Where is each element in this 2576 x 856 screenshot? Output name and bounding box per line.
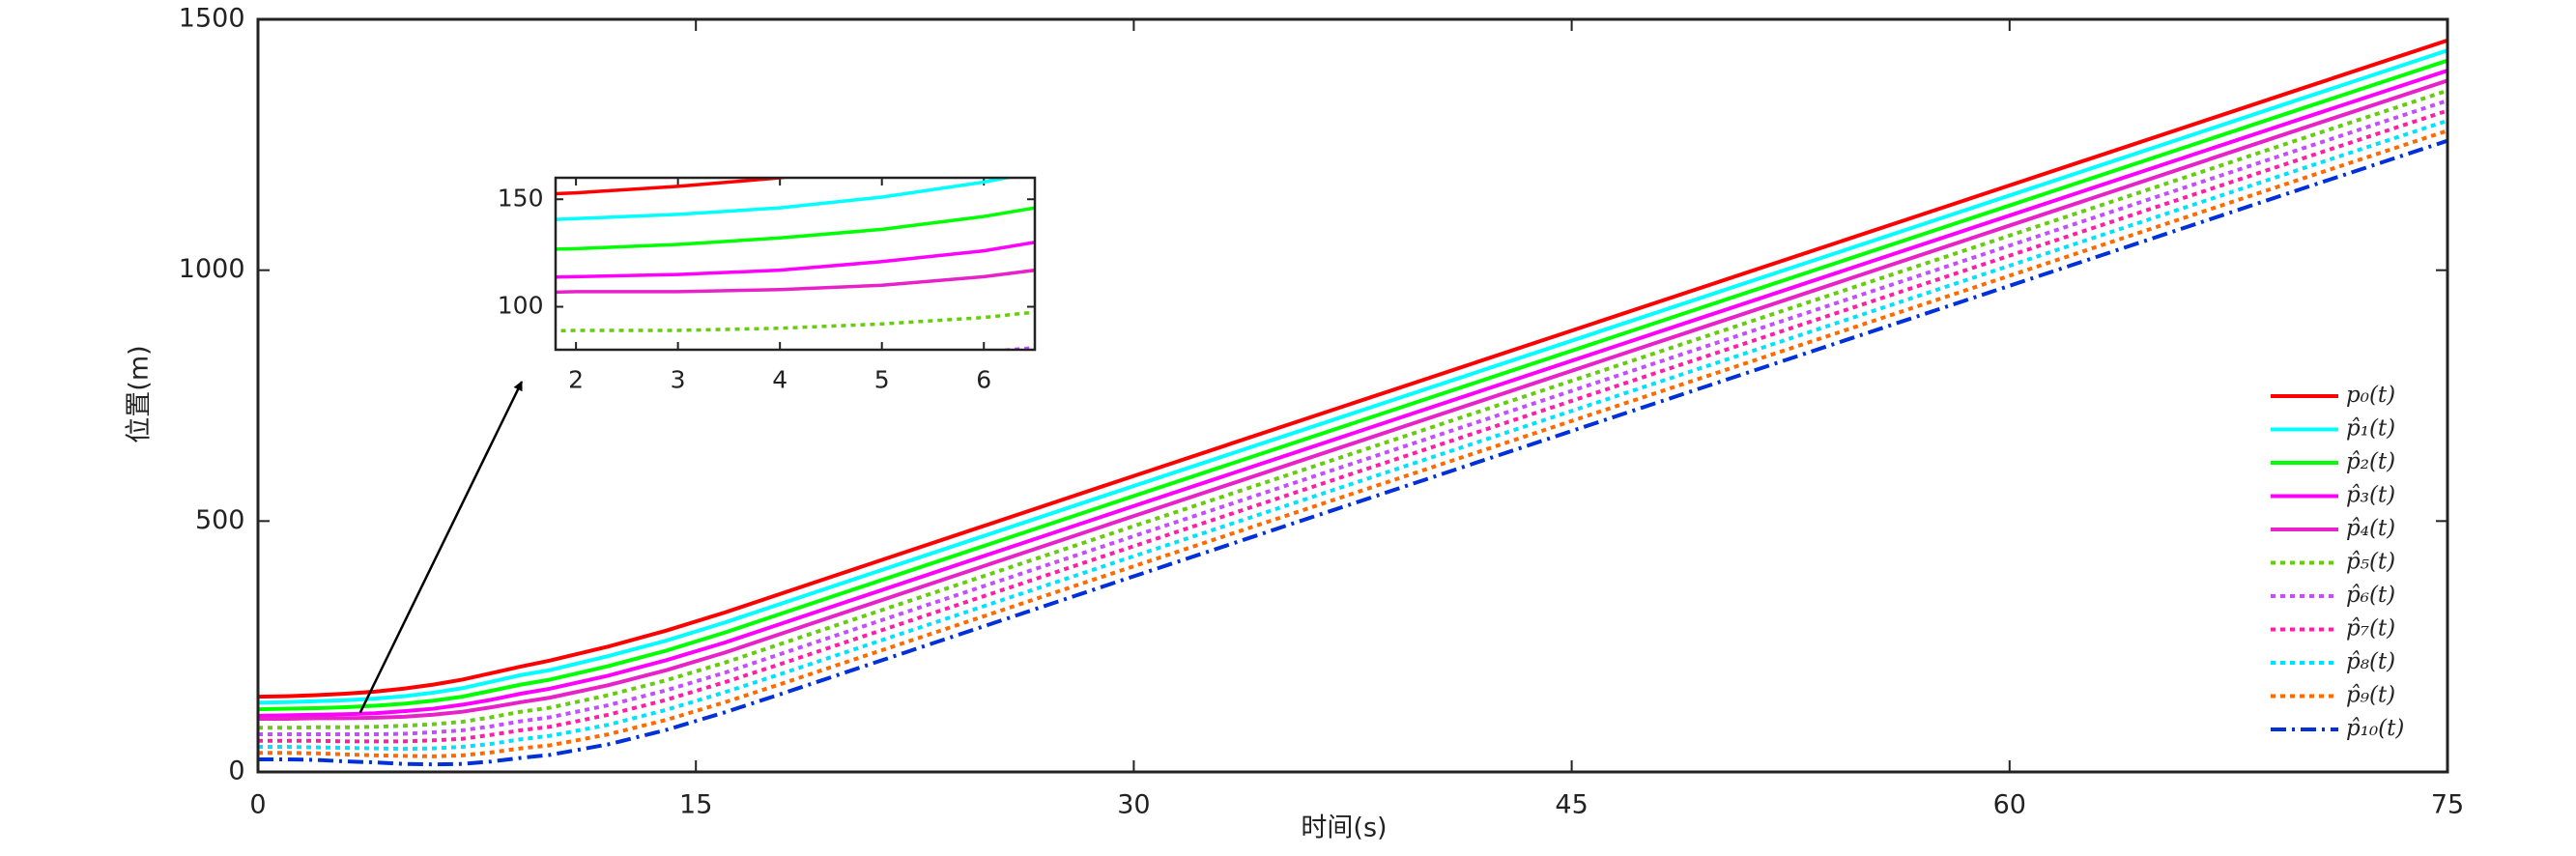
x-tick-label: 75	[2431, 790, 2464, 820]
legend-label: p̂₈(t)	[2346, 649, 2395, 674]
legend-label: p̂₅(t)	[2346, 550, 2395, 575]
legend-label: p̂₇(t)	[2346, 616, 2395, 642]
x-tick-label: 30	[1117, 790, 1150, 820]
series-line	[258, 69, 2447, 718]
arrow	[358, 381, 524, 714]
plot-area	[258, 19, 2447, 772]
x-tick-label: 45	[1555, 790, 1588, 820]
series-line	[258, 88, 2447, 730]
series-line	[258, 119, 2447, 752]
series-line	[556, 206, 1035, 251]
series-line	[258, 138, 2447, 767]
lines	[258, 38, 2447, 767]
series-line	[556, 178, 1016, 221]
legend-label: p̂₉(t)	[2346, 683, 2395, 708]
y-tick-label: 0	[228, 756, 244, 786]
x-tick-label: 3	[671, 366, 686, 394]
y-tick-label: 100	[498, 292, 544, 320]
legend-label: p̂₁(t)	[2346, 416, 2395, 442]
legend-label: p̂₃(t)	[2346, 483, 2395, 508]
legend-label: p̂₁₀(t)	[2346, 716, 2404, 741]
series-line	[258, 38, 2447, 699]
legend-label: p₀(t)	[2346, 383, 2395, 408]
series-line	[556, 268, 1035, 295]
series-line	[258, 48, 2447, 705]
legend-label: p̂₆(t)	[2346, 583, 2395, 608]
x-axis-label: 时间(s)	[1301, 813, 1387, 843]
legend-label: p̂₂(t)	[2346, 449, 2395, 474]
inset-frame	[554, 176, 1037, 352]
series-line	[258, 78, 2447, 721]
y-axis-label: 位置(m)	[125, 345, 155, 442]
x-tick-label: 2	[568, 366, 584, 394]
lines	[556, 178, 1035, 350]
series-line	[258, 99, 2447, 737]
legend-label: p̂₄(t)	[2346, 516, 2395, 541]
y-tick-label: 500	[195, 505, 245, 535]
plot-area	[556, 178, 1035, 350]
x-tick-label: 5	[874, 366, 890, 394]
y-tick-label: 1000	[179, 254, 245, 284]
series-line	[556, 178, 794, 196]
x-tick-label: 0	[249, 790, 266, 820]
x-tick-label: 15	[679, 790, 712, 820]
series-line	[258, 58, 2447, 712]
y-tick-label: 150	[498, 184, 544, 212]
series-line	[556, 240, 1035, 279]
y-tick-label: 1500	[179, 4, 245, 34]
axes-frame	[256, 17, 2449, 774]
x-tick-label: 4	[772, 366, 787, 394]
x-tick-label: 6	[976, 366, 991, 394]
series-line	[258, 128, 2447, 758]
series-line	[258, 108, 2447, 744]
x-tick-label: 60	[1993, 790, 2026, 820]
